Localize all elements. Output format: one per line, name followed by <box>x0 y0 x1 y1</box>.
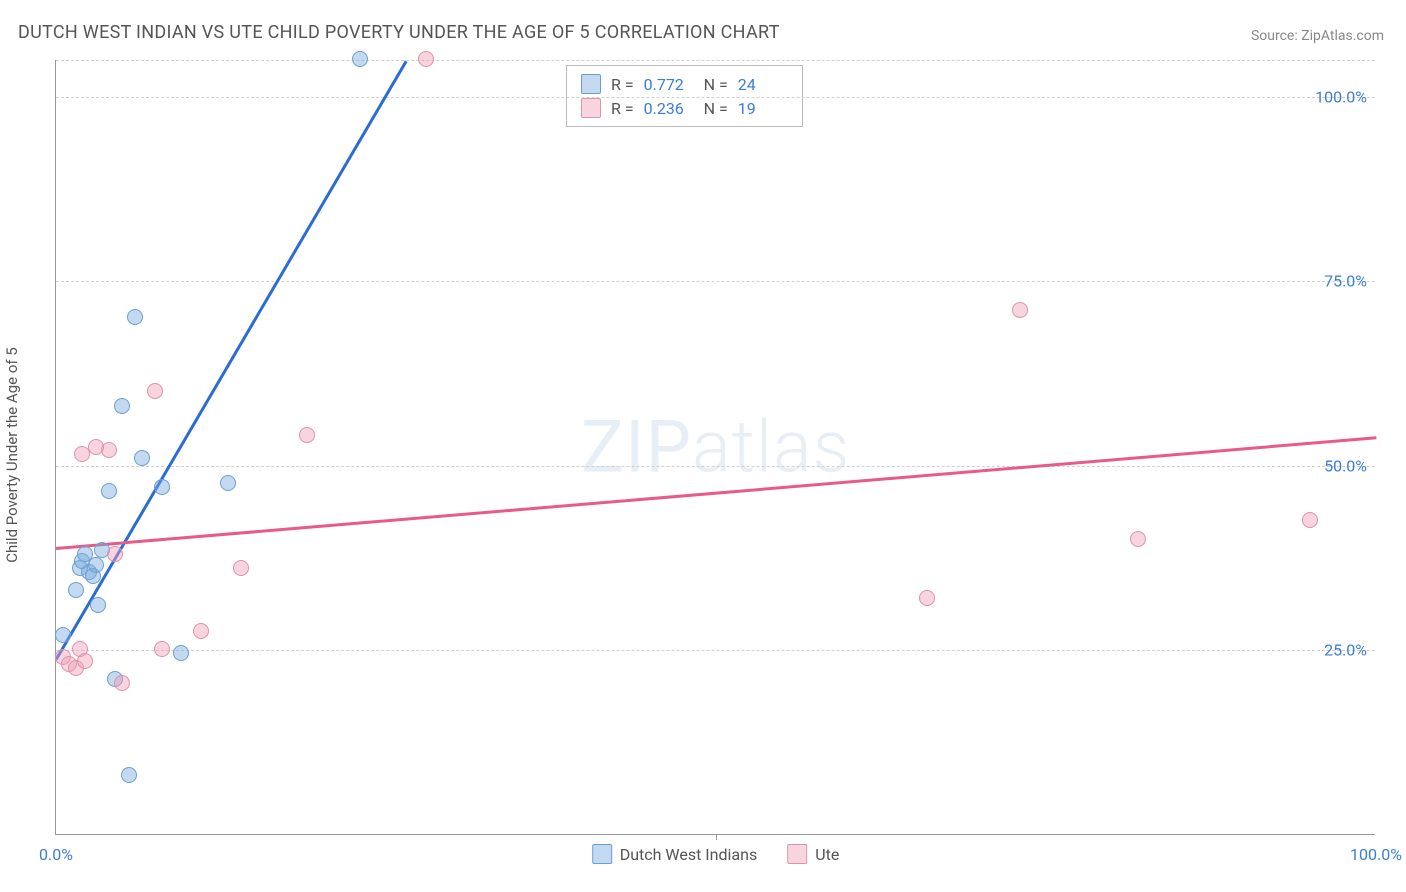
legend-swatch-blue <box>581 74 601 94</box>
data-point-pink <box>1130 531 1146 547</box>
plot-area: ZIPatlas R = 0.772 N = 24 R = 0.236 N = … <box>55 60 1375 835</box>
data-point-blue <box>134 450 150 466</box>
data-point-blue <box>220 475 236 491</box>
watermark-atlas: atlas <box>692 405 850 490</box>
gridline-h <box>56 466 1375 467</box>
data-point-pink <box>88 439 104 455</box>
data-point-pink <box>77 653 93 669</box>
legend-item-blue: Dutch West Indians <box>592 844 758 864</box>
watermark-zip: ZIP <box>581 405 692 490</box>
legend-swatch-pink-icon <box>787 844 807 864</box>
y-tick-label: 100.0% <box>1315 87 1367 106</box>
data-point-pink <box>107 546 123 562</box>
stats-row-blue: R = 0.772 N = 24 <box>581 72 788 96</box>
data-point-pink <box>193 623 209 639</box>
legend-item-pink: Ute <box>787 844 839 864</box>
gridline-h <box>56 97 1375 98</box>
data-point-blue <box>127 309 143 325</box>
data-point-blue <box>114 398 130 414</box>
data-point-blue <box>90 597 106 613</box>
legend-swatch-blue-icon <box>592 844 612 864</box>
y-tick-label: 50.0% <box>1324 456 1367 475</box>
trend-line-pink <box>56 436 1376 549</box>
stats-row-pink: R = 0.236 N = 19 <box>581 96 788 120</box>
y-tick-label: 25.0% <box>1324 641 1367 660</box>
data-point-blue <box>352 51 368 67</box>
source-attribution: Source: ZipAtlas.com <box>1251 28 1384 44</box>
data-point-blue <box>101 483 117 499</box>
gridline-h <box>56 60 1375 61</box>
n-value-pink: 19 <box>738 99 788 118</box>
y-axis-label: Child Poverty Under the Age of 5 <box>3 347 21 563</box>
data-point-blue <box>121 767 137 783</box>
data-point-blue <box>173 645 189 661</box>
data-point-blue <box>68 582 84 598</box>
data-point-pink <box>233 560 249 576</box>
data-point-pink <box>114 675 130 691</box>
x-tick-label: 0.0% <box>39 845 73 864</box>
data-point-pink <box>1302 512 1318 528</box>
chart-title: DUTCH WEST INDIAN VS UTE CHILD POVERTY U… <box>18 22 780 43</box>
n-value-blue: 24 <box>738 75 788 94</box>
gridline-h <box>56 281 1375 282</box>
data-point-pink <box>147 383 163 399</box>
n-label: N = <box>704 99 728 118</box>
r-label: R = <box>611 99 634 118</box>
watermark-text: ZIPatlas <box>581 405 850 490</box>
bottom-legend: Dutch West Indians Ute <box>592 844 840 864</box>
legend-label-pink: Ute <box>815 845 839 864</box>
r-value-blue: 0.772 <box>644 75 694 94</box>
data-point-pink <box>299 427 315 443</box>
chart-container: DUTCH WEST INDIAN VS UTE CHILD POVERTY U… <box>0 0 1406 892</box>
n-label: N = <box>704 75 728 94</box>
r-value-pink: 0.236 <box>644 99 694 118</box>
legend-label-blue: Dutch West Indians <box>620 845 758 864</box>
gridline-h <box>56 650 1375 651</box>
legend-swatch-pink <box>581 98 601 118</box>
data-point-pink <box>418 51 434 67</box>
trend-line-blue <box>55 61 407 660</box>
r-label: R = <box>611 75 634 94</box>
data-point-pink <box>1012 302 1028 318</box>
data-point-pink <box>919 590 935 606</box>
data-point-blue <box>55 627 71 643</box>
data-point-blue <box>154 479 170 495</box>
x-tick-label: 100.0% <box>1350 845 1402 864</box>
x-tick-mark <box>716 834 717 840</box>
y-tick-label: 75.0% <box>1324 272 1367 291</box>
data-point-blue <box>88 557 104 573</box>
data-point-pink <box>154 641 170 657</box>
